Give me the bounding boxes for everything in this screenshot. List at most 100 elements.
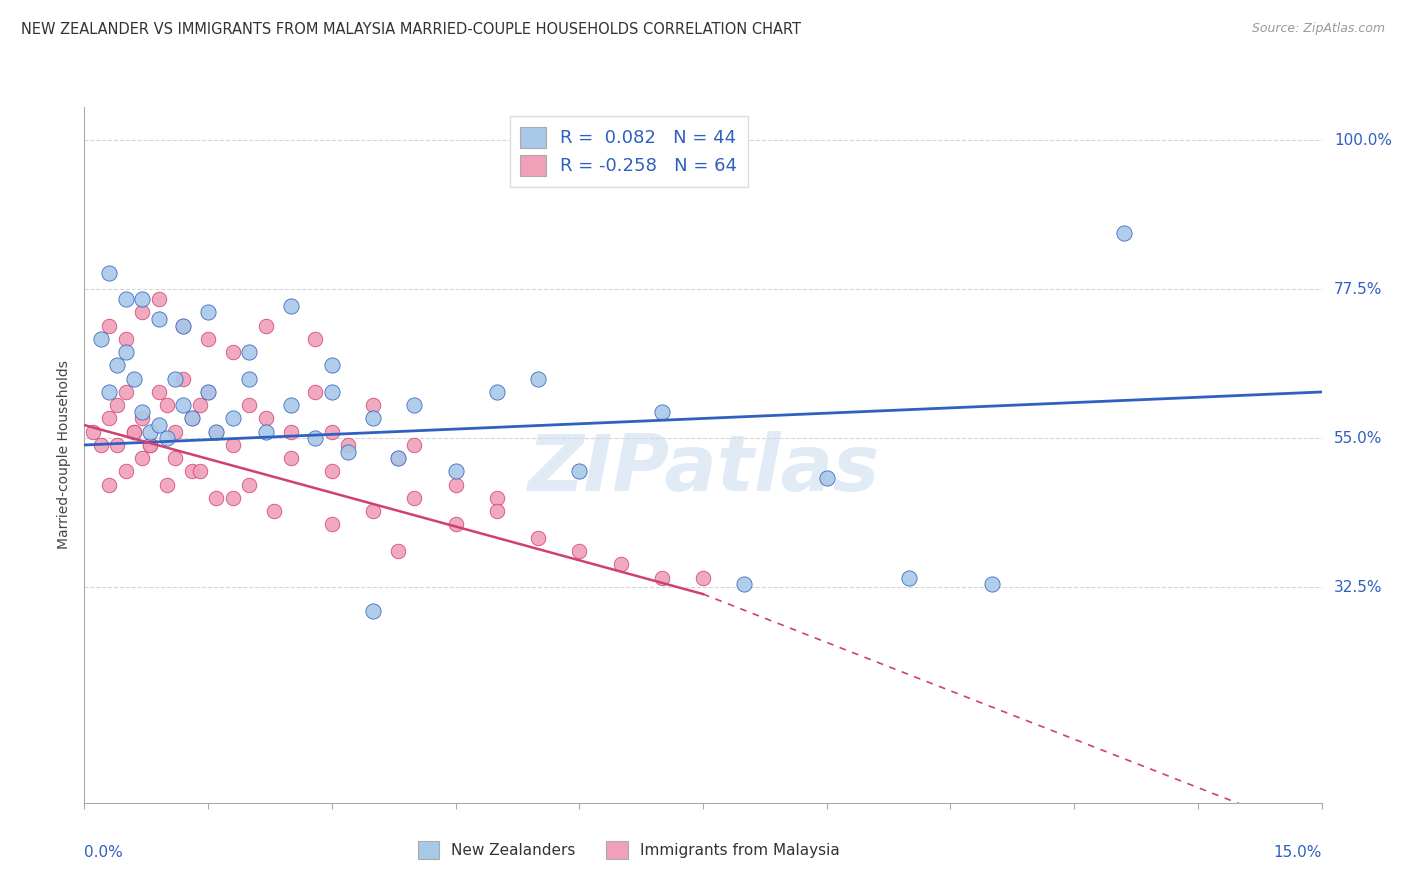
Point [222, 345, 245, 359]
Point [651, 405, 673, 419]
Point [337, 438, 360, 452]
Text: ZIPatlas: ZIPatlas [527, 431, 879, 507]
Point [361, 398, 384, 412]
Point [156, 398, 179, 412]
Point [651, 570, 673, 584]
Point [165, 425, 187, 439]
Point [98, 411, 121, 425]
Point [304, 384, 326, 399]
Point [205, 491, 228, 505]
Y-axis label: Married-couple Households: Married-couple Households [58, 360, 72, 549]
Point [361, 411, 384, 425]
Point [165, 372, 187, 386]
Point [205, 425, 228, 439]
Point [238, 398, 260, 412]
Point [321, 517, 343, 532]
Point [527, 372, 550, 386]
Point [205, 425, 228, 439]
Point [527, 531, 550, 545]
Point [172, 318, 194, 333]
Point [980, 577, 1002, 591]
Text: 15.0%: 15.0% [1274, 845, 1322, 860]
Point [568, 465, 591, 479]
Point [254, 411, 277, 425]
Point [444, 465, 467, 479]
Point [485, 491, 508, 505]
Point [321, 465, 343, 479]
Point [114, 465, 136, 479]
Point [114, 292, 136, 306]
Point [304, 431, 326, 445]
Point [280, 451, 302, 466]
Point [156, 431, 179, 445]
Point [148, 384, 170, 399]
Point [280, 398, 302, 412]
Text: 32.5%: 32.5% [1334, 580, 1382, 595]
Point [337, 444, 360, 458]
Text: Source: ZipAtlas.com: Source: ZipAtlas.com [1251, 22, 1385, 36]
Text: 100.0%: 100.0% [1334, 133, 1392, 148]
Point [222, 411, 245, 425]
Point [139, 425, 162, 439]
Point [148, 418, 170, 433]
Point [131, 411, 153, 425]
Point [387, 451, 409, 466]
Legend: New Zealanders, Immigrants from Malaysia: New Zealanders, Immigrants from Malaysia [412, 835, 846, 864]
Point [131, 305, 153, 319]
Point [485, 384, 508, 399]
Point [90, 332, 112, 346]
Text: NEW ZEALANDER VS IMMIGRANTS FROM MALAYSIA MARRIED-COUPLE HOUSEHOLDS CORRELATION : NEW ZEALANDER VS IMMIGRANTS FROM MALAYSI… [21, 22, 801, 37]
Point [148, 312, 170, 326]
Point [114, 345, 136, 359]
Point [404, 491, 426, 505]
Point [254, 318, 277, 333]
Point [131, 292, 153, 306]
Point [156, 477, 179, 491]
Point [254, 425, 277, 439]
Point [188, 398, 211, 412]
Point [180, 411, 202, 425]
Point [222, 491, 245, 505]
Point [387, 451, 409, 466]
Point [148, 292, 170, 306]
Point [263, 504, 285, 518]
Point [172, 372, 194, 386]
Point [172, 398, 194, 412]
Point [105, 398, 128, 412]
Point [105, 359, 128, 373]
Point [321, 425, 343, 439]
Point [131, 405, 153, 419]
Point [444, 477, 467, 491]
Point [197, 384, 219, 399]
Point [444, 517, 467, 532]
Point [404, 398, 426, 412]
Point [197, 384, 219, 399]
Point [105, 438, 128, 452]
Point [122, 372, 145, 386]
Point [139, 438, 162, 452]
Point [692, 570, 714, 584]
Point [280, 299, 302, 313]
Point [485, 504, 508, 518]
Point [180, 465, 202, 479]
Point [238, 372, 260, 386]
Point [139, 438, 162, 452]
Point [815, 471, 838, 485]
Point [361, 604, 384, 618]
Point [131, 451, 153, 466]
Point [188, 465, 211, 479]
Text: 0.0%: 0.0% [84, 845, 124, 860]
Point [98, 384, 121, 399]
Point [172, 318, 194, 333]
Point [98, 477, 121, 491]
Point [321, 359, 343, 373]
Point [304, 332, 326, 346]
Point [609, 558, 631, 572]
Point [222, 438, 245, 452]
Text: 77.5%: 77.5% [1334, 282, 1382, 297]
Point [98, 266, 121, 280]
Point [114, 384, 136, 399]
Point [82, 425, 104, 439]
Point [238, 477, 260, 491]
Point [280, 425, 302, 439]
